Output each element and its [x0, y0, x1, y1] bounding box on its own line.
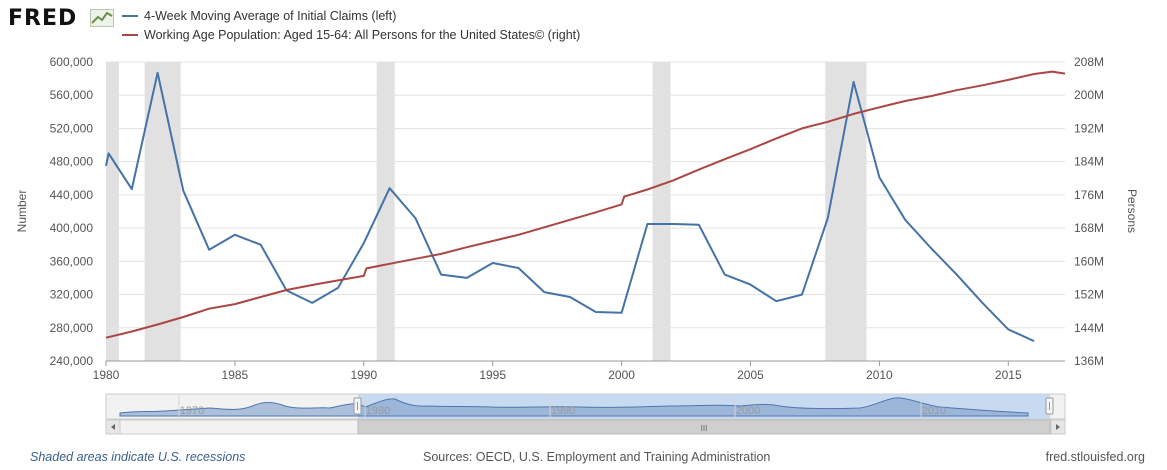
- series-line-working-age-population: [105, 70, 1066, 339]
- y-axis-label-right: Persons: [1125, 189, 1139, 233]
- y-tick-label-left: 360,000: [50, 254, 94, 268]
- x-tick-label: 1980: [93, 368, 120, 382]
- recession-band: [106, 62, 119, 361]
- y-tick-label-right: 152M: [1074, 288, 1104, 302]
- y-tick-label-right: 168M: [1074, 221, 1104, 235]
- recession-shading: [106, 62, 867, 361]
- y-tick-label-right: 136M: [1074, 354, 1104, 368]
- axes: 240,000 280,000 320,000 360,000 400,000 440,0…: [50, 55, 1104, 382]
- y-tick-label-left: 440,000: [50, 188, 94, 202]
- y-tick-label-right: 192M: [1074, 121, 1104, 135]
- legend-swatch-claims: [122, 14, 138, 17]
- y-tick-label-left: 240,000: [50, 354, 94, 368]
- y-tick-label-left: 320,000: [50, 288, 94, 302]
- navigator-tick-label: 1980: [366, 405, 390, 417]
- recession-band: [376, 62, 395, 361]
- scrollbar-thumb[interactable]: [357, 419, 1051, 435]
- x-tick-label: 1990: [350, 368, 377, 382]
- y-tick-label-left: 520,000: [50, 121, 94, 135]
- y-tick-label-right: 208M: [1074, 55, 1104, 69]
- navigator-tick-label: 2010: [922, 405, 946, 417]
- y-tick-label-left: 400,000: [50, 221, 94, 235]
- navigator-series-area: [119, 397, 1029, 417]
- y-tick-label-right: 176M: [1074, 188, 1104, 202]
- navigator-ticks: 1970 1980 1990 2000 2010: [178, 395, 946, 419]
- legend-swatch-population: [122, 33, 138, 36]
- scroll-right-arrow-icon: [1056, 424, 1060, 430]
- fred-site-link[interactable]: fred.stlouisfed.org: [1045, 450, 1145, 464]
- navigator-tick-label: 1970: [180, 405, 204, 417]
- recession-band: [652, 62, 671, 361]
- y-tick-label-left: 280,000: [50, 321, 94, 335]
- x-tick-label: 1985: [222, 368, 249, 382]
- scroll-left-arrow-icon: [111, 424, 115, 430]
- y-tick-label-right: 144M: [1074, 321, 1104, 335]
- legend-label-population: Working Age Population: Aged 15-64: All …: [144, 27, 581, 42]
- y-tick-label-right: 160M: [1074, 254, 1104, 268]
- y-tick-label-left: 600,000: [50, 55, 94, 69]
- y-tick-label-left: 480,000: [50, 155, 94, 169]
- legend-label-claims: 4-Week Moving Average of Initial Claims …: [144, 8, 397, 23]
- legend-item-population[interactable]: Working Age Population: Aged 15-64: All …: [122, 25, 580, 44]
- x-tick-label: 2000: [608, 368, 635, 382]
- y-tick-label-left: 560,000: [50, 88, 94, 102]
- y-axis-label-left: Number: [15, 190, 29, 233]
- gridlines: [106, 61, 1065, 329]
- navigator[interactable]: 1970 1980 1990 2000 2010: [105, 393, 1066, 420]
- y-tick-label-right: 200M: [1074, 88, 1104, 102]
- recession-note[interactable]: Shaded areas indicate U.S. recessions: [30, 450, 246, 464]
- series: [105, 70, 1066, 343]
- legend-item-claims[interactable]: 4-Week Moving Average of Initial Claims …: [122, 6, 580, 25]
- recession-band: [144, 62, 181, 361]
- sources-text: Sources: OECD, U.S. Employment and Train…: [423, 450, 771, 464]
- x-tick-label: 2015: [995, 368, 1022, 382]
- scrollbar-grip: III: [701, 424, 708, 433]
- navigator-tick-label: 2000: [736, 405, 760, 417]
- fred-chart-icon: [90, 9, 114, 27]
- navigator-tick-label: 1990: [551, 405, 575, 417]
- legend: 4-Week Moving Average of Initial Claims …: [122, 6, 580, 44]
- x-tick-label: 2010: [866, 368, 893, 382]
- y-tick-label-right: 184M: [1074, 155, 1104, 169]
- scrollbar[interactable]: III: [105, 419, 1066, 435]
- x-tick-label: 2005: [737, 368, 764, 382]
- fred-logo: FRED: [8, 6, 78, 31]
- series-line-initial-claims: [105, 71, 1035, 343]
- x-tick-label: 1995: [479, 368, 506, 382]
